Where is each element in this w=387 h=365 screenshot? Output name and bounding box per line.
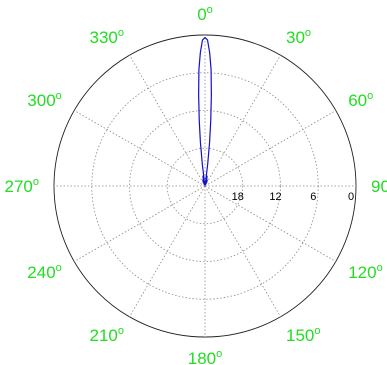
polar-grid bbox=[53, 34, 357, 338]
angle-label-120: 120o bbox=[348, 262, 383, 282]
angle-label-300: 300o bbox=[27, 90, 62, 110]
series-layer bbox=[198, 36, 212, 186]
series-0-line bbox=[198, 36, 212, 186]
angle-label-240: 240o bbox=[27, 262, 62, 282]
grid-spoke-30 bbox=[204, 55, 281, 187]
angle-label-60: 60o bbox=[348, 90, 373, 110]
grid-spoke-240 bbox=[74, 185, 206, 262]
angle-label-330: 330o bbox=[90, 27, 125, 47]
angle-label-30: 30o bbox=[286, 27, 311, 47]
radial-tick-label-12: 12 bbox=[269, 191, 281, 203]
grid-spoke-120 bbox=[204, 185, 336, 262]
angular-tick-labels: 0o 30o 60o 90 120o 150o 180o 210o 240o 270o 300o 33… bbox=[5, 4, 387, 365]
grid-spoke-60 bbox=[204, 110, 336, 187]
grid-spoke-210 bbox=[129, 185, 206, 317]
radial-tick-label-0: 0 bbox=[348, 191, 354, 203]
angle-label-0: 0o bbox=[197, 4, 213, 24]
grid-spoke-150 bbox=[204, 185, 281, 317]
radial-tick-label-6: 6 bbox=[310, 191, 316, 203]
grid-spoke-330 bbox=[129, 55, 206, 187]
grid-ring-12 bbox=[129, 110, 281, 262]
grid-ring-18 bbox=[166, 147, 244, 225]
grid-spoke-300 bbox=[74, 110, 206, 187]
angle-label-90: 90 bbox=[371, 177, 387, 196]
radial-tick-labels: 0 6 12 18 bbox=[232, 191, 354, 203]
angle-label-210: 210o bbox=[90, 325, 125, 345]
angle-label-150: 150o bbox=[286, 325, 321, 345]
angle-label-270: 270o bbox=[5, 176, 40, 196]
angle-label-180: 180o bbox=[188, 348, 223, 365]
radial-tick-label-18: 18 bbox=[232, 191, 244, 203]
